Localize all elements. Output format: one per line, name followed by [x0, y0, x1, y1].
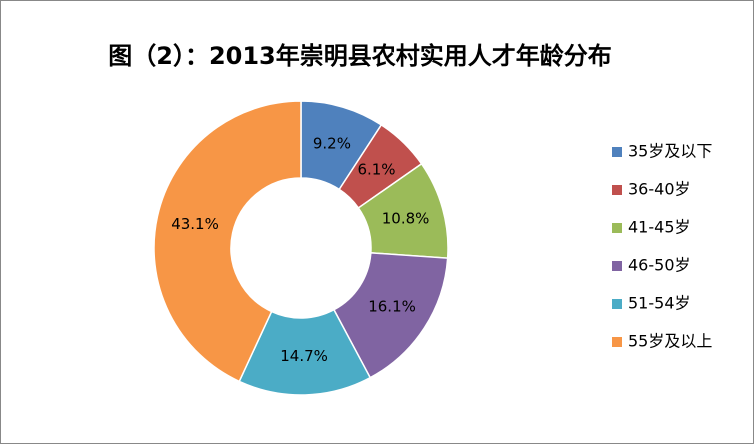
legend-swatch — [612, 261, 622, 271]
data-label: 14.7% — [280, 347, 328, 365]
legend-label: 36-40岁 — [628, 180, 691, 199]
data-label: 9.2% — [313, 135, 351, 153]
legend-label: 55岁及以上 — [628, 332, 712, 351]
legend-label: 46-50岁 — [628, 256, 691, 275]
legend-swatch — [612, 337, 622, 347]
data-label: 16.1% — [368, 297, 416, 315]
legend-label: 41-45岁 — [628, 218, 691, 237]
legend-swatch — [612, 223, 622, 233]
legend-label: 35岁及以下 — [628, 142, 712, 161]
legend-swatch — [612, 185, 622, 195]
data-label: 6.1% — [357, 161, 395, 179]
legend-swatch — [612, 299, 622, 309]
data-label: 10.8% — [382, 210, 430, 228]
data-label: 43.1% — [171, 215, 219, 233]
donut-slice — [153, 100, 302, 383]
legend-swatch — [612, 147, 622, 157]
chart-title: 图（2）：2013年崇明县农村实用人才年龄分布 — [108, 42, 612, 70]
legend-label: 51-54岁 — [628, 294, 691, 313]
